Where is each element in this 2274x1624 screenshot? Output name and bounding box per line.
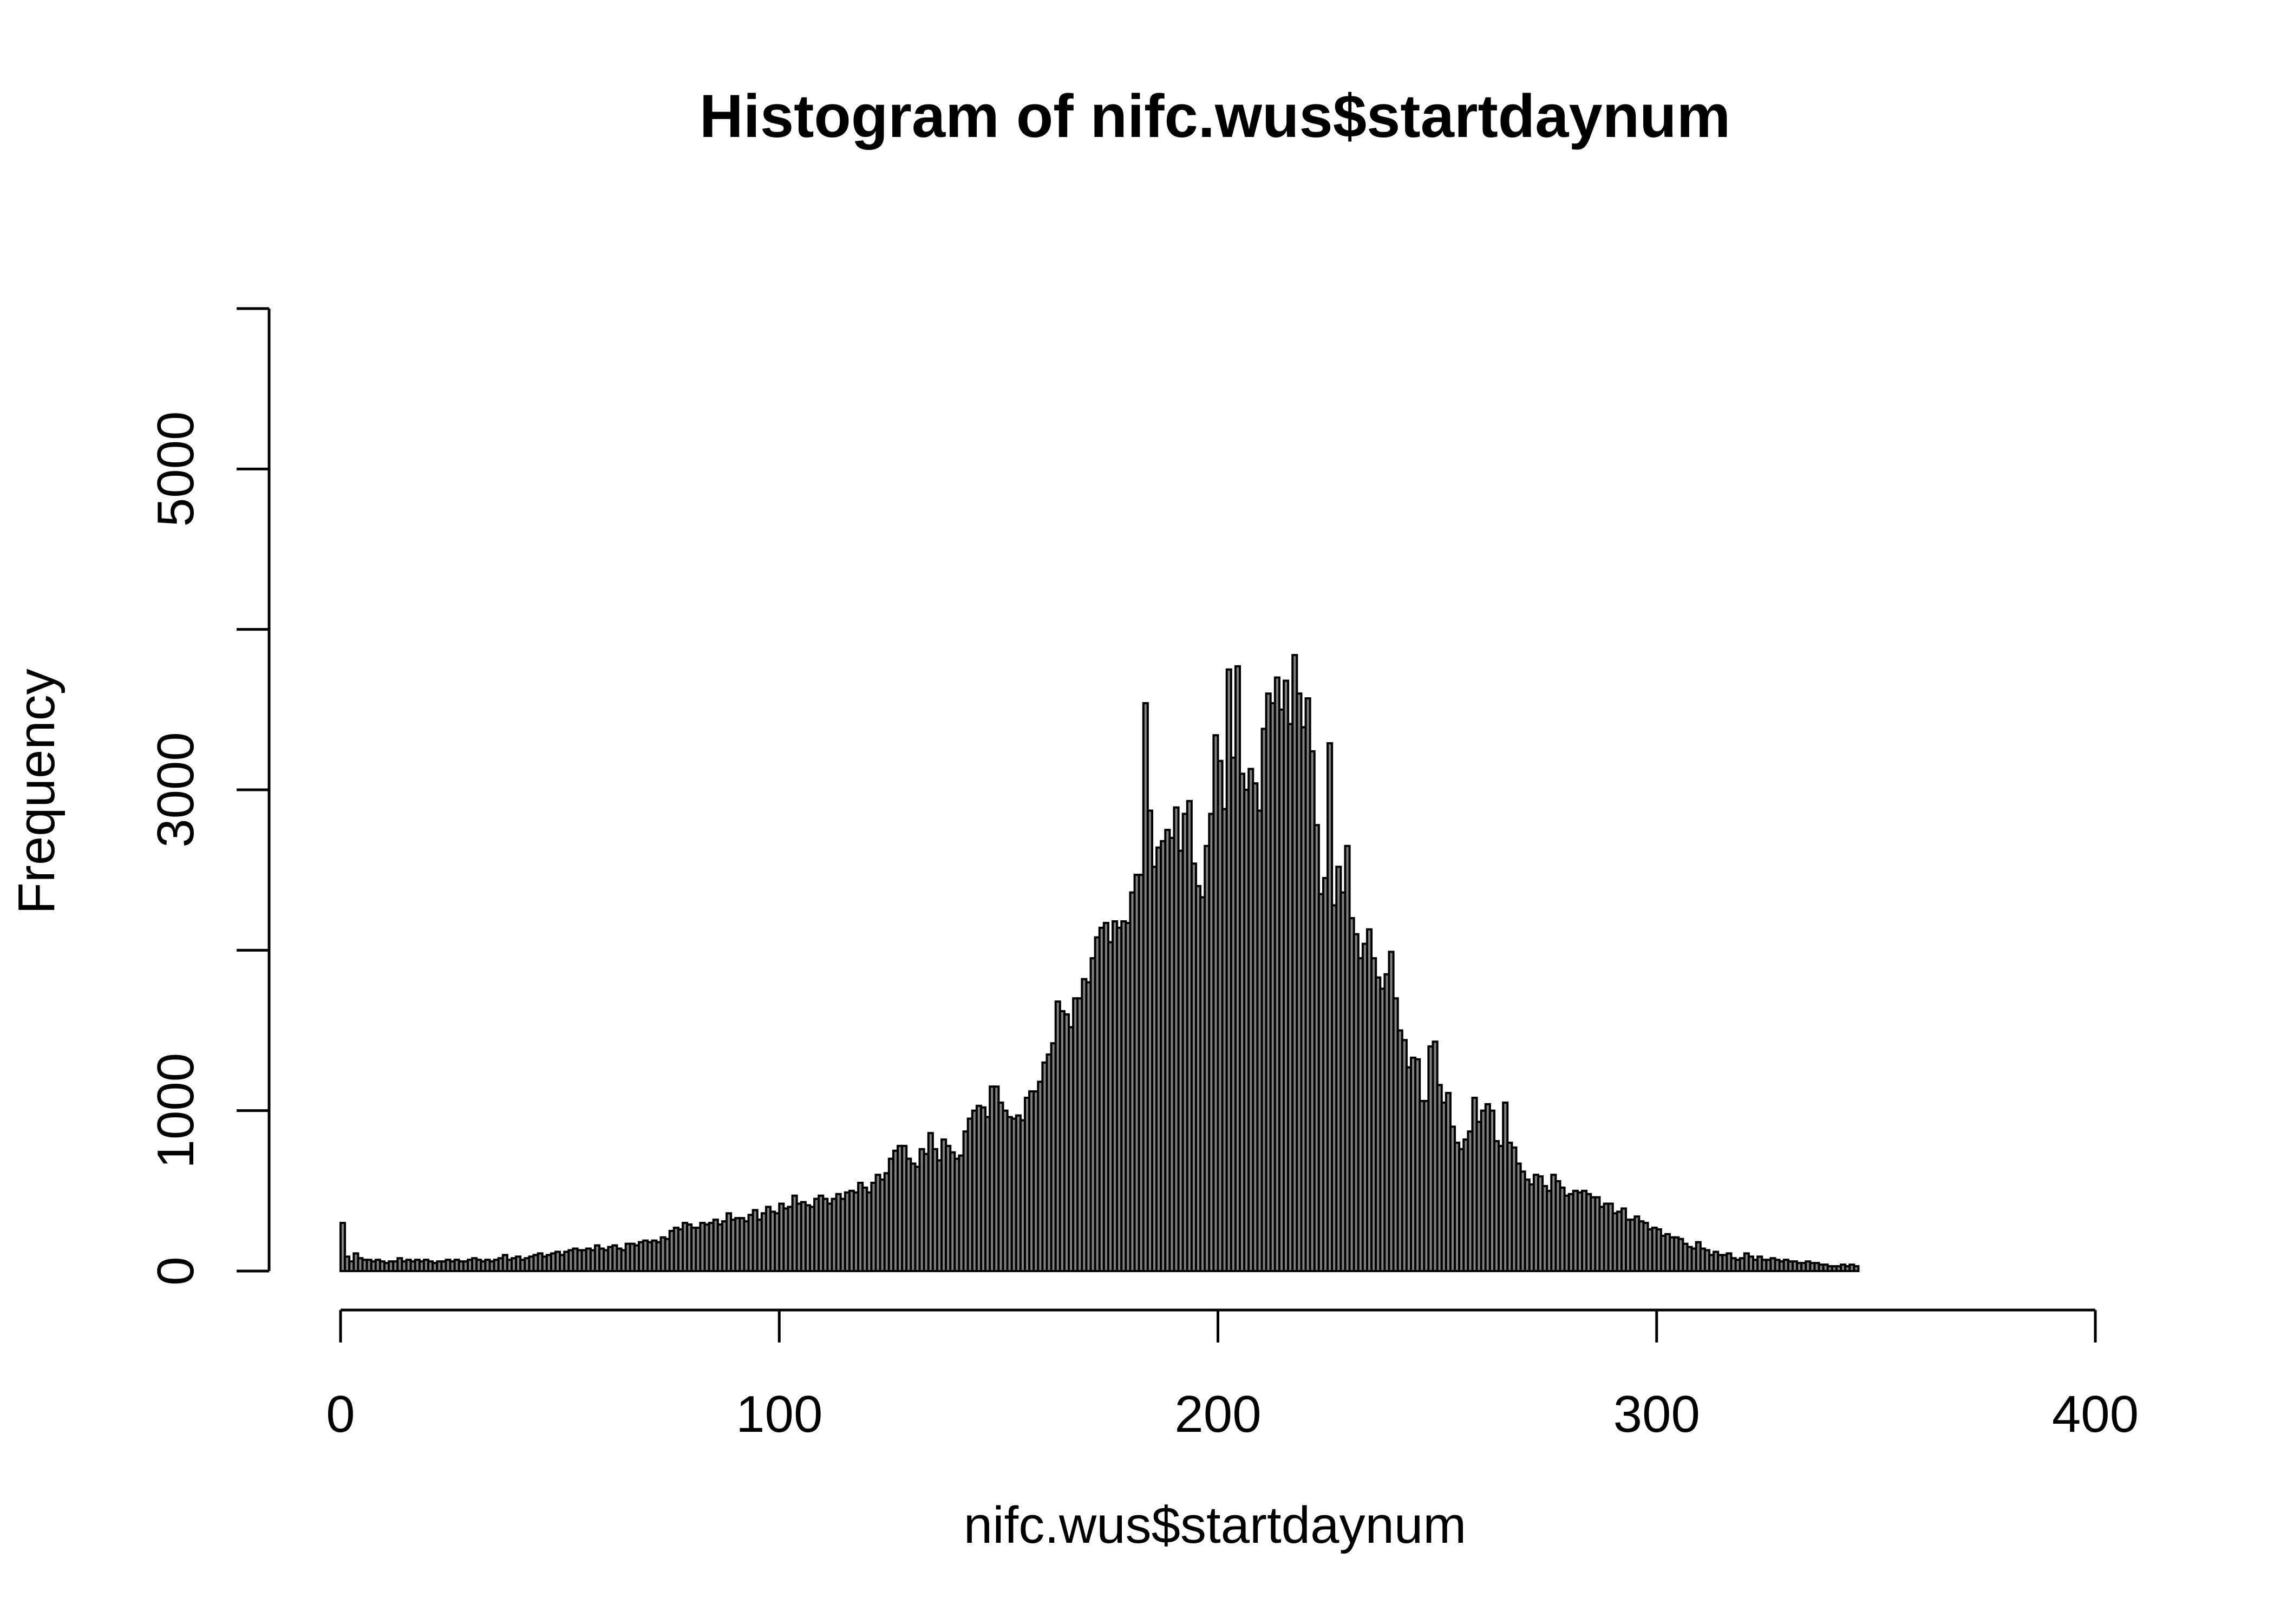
y-axis: 0 1000 3000 5000 <box>147 307 271 1286</box>
x-tick-label: 200 <box>1174 1385 1261 1443</box>
chart-title: Histogram of nifc.wus$startdaynum <box>700 82 1730 150</box>
y-tick-label: 0 <box>147 1256 205 1285</box>
histogram-bar <box>1853 1265 1860 1273</box>
histogram-bar <box>339 1222 347 1273</box>
x-axis-label: nifc.wus$startdaynum <box>964 1496 1466 1554</box>
x-tick-label: 400 <box>2052 1385 2139 1443</box>
x-tick-label: 0 <box>326 1385 355 1443</box>
bars-group <box>339 654 1860 1273</box>
x-axis: 0 100 200 300 400 <box>326 1308 2139 1443</box>
y-tick-label: 5000 <box>147 411 205 527</box>
y-tick-label: 3000 <box>147 732 205 848</box>
y-axis-label: Frequency <box>8 669 66 914</box>
x-tick-label: 300 <box>1613 1385 1700 1443</box>
y-tick-label: 1000 <box>147 1053 205 1169</box>
x-tick-label: 100 <box>736 1385 822 1443</box>
